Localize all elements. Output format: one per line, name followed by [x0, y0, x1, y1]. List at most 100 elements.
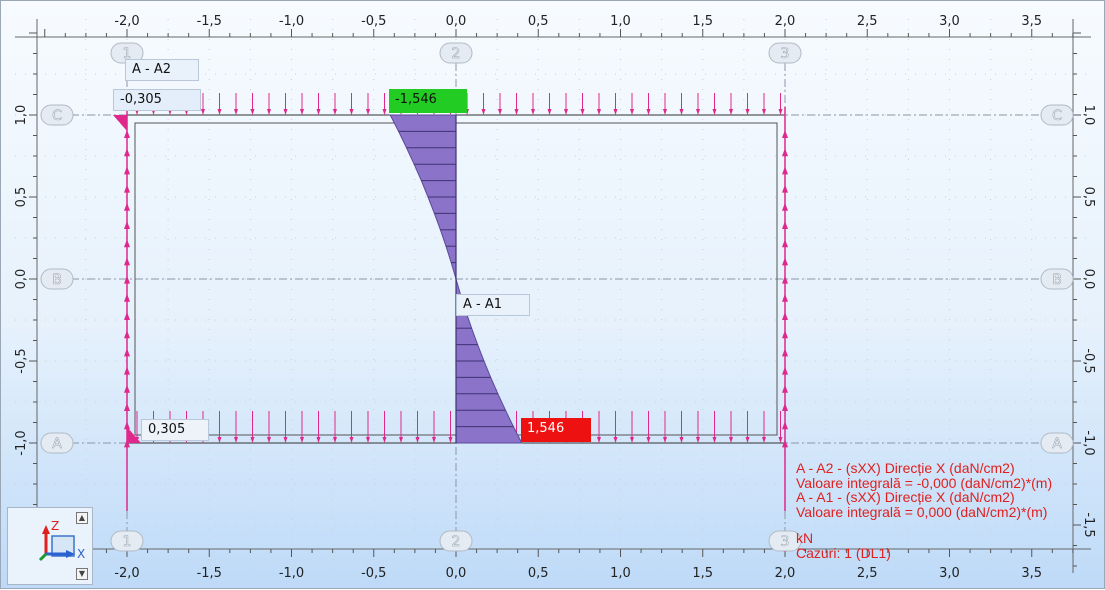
edge-load-arrowhead — [782, 348, 788, 357]
x-axis-tick-label-bottom: 2,5 — [857, 566, 878, 581]
edge-load-arrowhead — [124, 184, 130, 193]
x-axis-tick-label-top: 3,5 — [1021, 14, 1042, 29]
x-axis-tick-label-bottom: -0,5 — [361, 566, 386, 581]
x-axis-tick-label-top: 1,0 — [610, 14, 631, 29]
edge-load-arrowhead — [124, 130, 130, 138]
x-axis-tick-label-top: 0,0 — [446, 14, 467, 29]
x-axis-tick-label-top: -1,0 — [279, 14, 304, 29]
load-arrowhead — [217, 437, 222, 443]
x-axis-tick-label-bottom: -1,5 — [197, 566, 222, 581]
x-axis-tick-label-top: 1,5 — [692, 14, 713, 29]
load-arrowhead — [663, 109, 667, 115]
load-arrowhead — [663, 437, 667, 443]
grid-bubble-row — [40, 432, 74, 454]
load-arrowhead — [366, 437, 370, 443]
y-axis-tick-label-left: 0,0 — [14, 269, 29, 290]
rotate-down-button[interactable]: ▼ — [76, 568, 88, 580]
grid-bubble-column-label: 1 — [123, 534, 132, 550]
load-arrowhead — [712, 437, 717, 443]
load-arrowhead — [283, 109, 288, 115]
load-arrowhead — [729, 109, 733, 115]
value-a1-max-tag: 1,546 — [521, 418, 591, 442]
edge-load-arrowhead — [782, 221, 788, 229]
x-axis-tick-label-top: -2,0 — [114, 14, 139, 29]
x-axis-tick-label-bottom: 0,5 — [528, 566, 549, 581]
edge-load-arrowhead — [124, 348, 130, 357]
load-arrowhead — [234, 437, 238, 443]
y-axis-tick-label-left: 1,0 — [14, 105, 29, 126]
edge-load-arrowhead — [782, 148, 788, 157]
legend-line-a2-integral: Valoare integrală = -0,000 (daN/cm2)*(m) — [796, 474, 1053, 491]
load-arrowhead — [267, 109, 271, 115]
y-axis-tick-label-left: -0,5 — [14, 348, 29, 373]
load-arrowhead — [498, 109, 502, 115]
load-arrowhead — [696, 437, 700, 443]
x-axis-tick-label-top: 2,5 — [857, 14, 878, 29]
edge-load-arrowhead — [782, 184, 788, 193]
view-orientation-widget[interactable]: Z X ▲ ▼ — [7, 507, 93, 585]
y-axis-tick-label-right: 1,0 — [1081, 105, 1096, 126]
load-arrowhead — [514, 109, 519, 115]
load-arrowhead — [333, 109, 337, 115]
edge-load-arrowhead — [782, 384, 788, 393]
y-axis-tick-label-right: -0,5 — [1081, 348, 1096, 373]
edge-load-arrowhead — [782, 366, 788, 375]
load-arrowhead — [745, 109, 750, 115]
edge-load-arrowhead — [124, 403, 130, 411]
y-axis-tick-label-left: -1,0 — [14, 430, 29, 455]
edge-load-arrowhead — [782, 257, 788, 266]
edge-load-arrowhead — [124, 366, 130, 375]
grid-bubble-column — [439, 42, 473, 64]
panel-label-a2: A - A2 — [125, 59, 199, 81]
load-arrowhead — [729, 437, 733, 443]
edge-load-arrowhead — [124, 239, 130, 248]
x-axis-tick-label-bottom: 0,0 — [446, 566, 467, 581]
x-axis-tick-label-bottom: 2,0 — [775, 566, 796, 581]
load-arrowhead — [646, 437, 651, 443]
load-arrowhead — [481, 109, 486, 115]
load-arrowhead — [613, 109, 618, 115]
edge-load-arrowhead — [124, 293, 130, 302]
legend-load-cases: Cazuri: 1 (DL1) — [796, 544, 891, 561]
edge-load-arrowhead — [782, 275, 788, 284]
rotate-up-button[interactable]: ▲ — [76, 512, 88, 524]
edge-load-arrowhead — [782, 312, 788, 320]
load-arrowhead — [316, 109, 321, 115]
y-axis-tick-label-right: -1,5 — [1081, 512, 1096, 537]
load-arrowhead — [696, 109, 700, 115]
grid-bubble-column-label: 3 — [781, 46, 790, 62]
svg-text:X: X — [77, 547, 85, 561]
load-arrowhead — [399, 437, 403, 443]
grid-bubble-column-label: 2 — [452, 534, 461, 550]
load-arrowhead — [382, 437, 387, 443]
edge-load-arrowhead — [782, 421, 788, 430]
load-arrowhead — [778, 109, 783, 115]
a2-diagram-top — [113, 115, 127, 131]
y-axis-tick-label-right: 0,0 — [1081, 269, 1096, 290]
load-arrowhead — [201, 109, 205, 115]
svg-text:Z: Z — [51, 519, 59, 533]
load-arrowhead — [300, 437, 304, 443]
load-arrowhead — [679, 109, 684, 115]
grid-bubble-row-label: A — [52, 436, 62, 452]
load-arrowhead — [580, 109, 585, 115]
legend-line-a1-integral: Valoare integrală = 0,000 (daN/cm2)*(m) — [796, 503, 1048, 520]
value-a1-min-tag: -1,546 — [389, 89, 467, 113]
grid-bubble-row — [40, 268, 74, 290]
grid-bubble-column-label: 1 — [123, 46, 132, 62]
grid-bubble-row — [1040, 104, 1074, 126]
load-arrowhead — [646, 109, 651, 115]
edge-load-arrowhead — [124, 439, 130, 448]
grid-bubble-column — [439, 530, 473, 552]
load-arrowhead — [778, 437, 783, 443]
edge-load-arrowhead — [124, 257, 130, 266]
edge-load-arrowhead — [782, 293, 788, 302]
edge-load-arrowhead — [124, 148, 130, 157]
results-legend: A - A2 - (sXX) Direcție X (daN/cm2) Valo… — [796, 461, 1052, 560]
panel-label-a1: A - A1 — [456, 294, 530, 316]
load-arrowhead — [712, 109, 717, 115]
grid-bubble-row — [1040, 432, 1074, 454]
edge-load-arrowhead — [782, 166, 788, 175]
grid-bubble-row — [40, 104, 74, 126]
